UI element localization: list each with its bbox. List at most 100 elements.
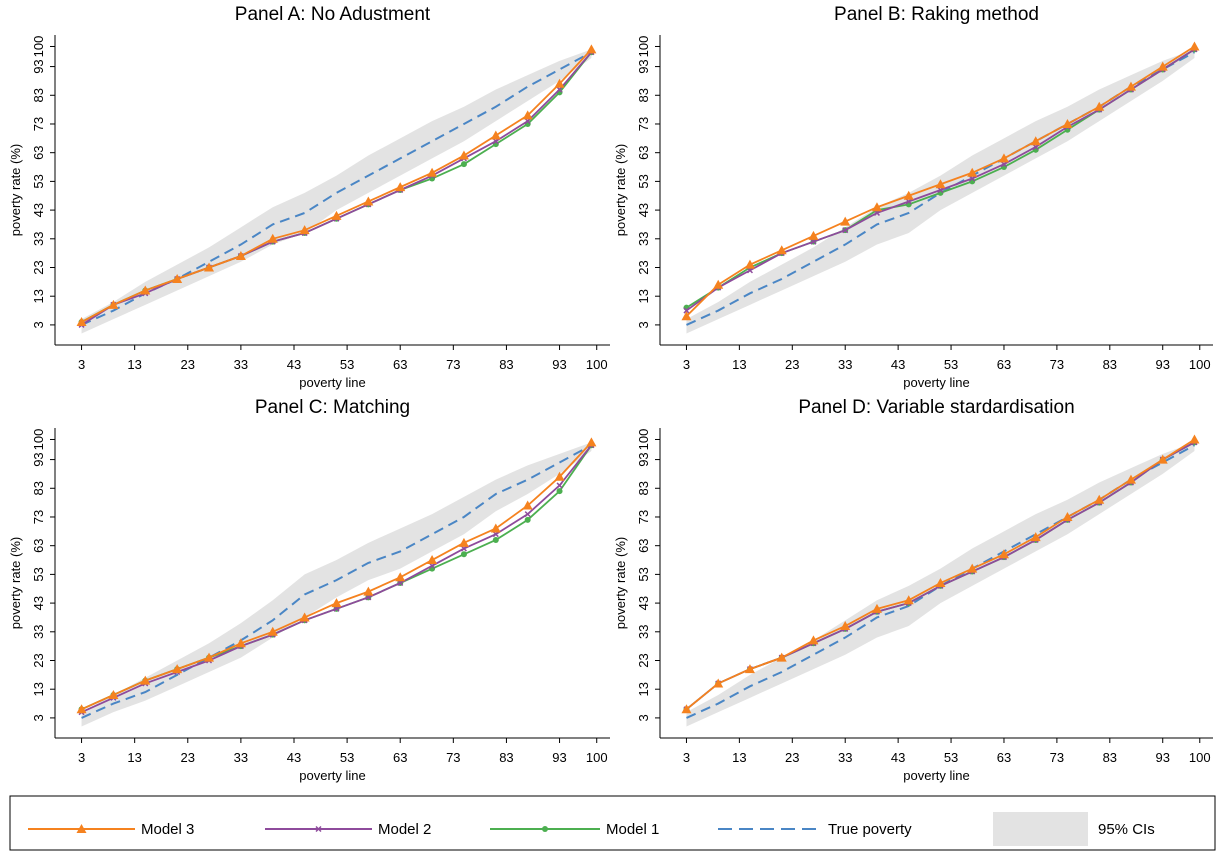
marker	[556, 86, 563, 93]
marker	[429, 562, 436, 569]
marker	[76, 317, 87, 327]
x-tick-label: 43	[891, 357, 905, 372]
x-tick-label: 43	[287, 357, 301, 372]
marker	[1189, 41, 1200, 51]
y-axis-label: poverty rate (%)	[8, 537, 23, 629]
x-tick-label: 93	[1155, 750, 1169, 765]
marker	[998, 549, 1009, 559]
marker	[460, 545, 467, 552]
marker	[492, 138, 499, 145]
panel-title: Panel D: Variable stardardisation	[798, 397, 1074, 418]
marker	[492, 536, 499, 543]
y-tick-label: 53	[636, 567, 651, 581]
ci-band	[81, 49, 592, 334]
y-tick-label: 93	[31, 59, 46, 73]
legend-marker	[76, 824, 87, 833]
y-tick-label: 23	[31, 260, 46, 274]
x-tick-label: 73	[446, 750, 460, 765]
y-tick-label: 3	[636, 321, 651, 328]
marker	[1157, 61, 1168, 71]
marker	[1032, 143, 1039, 150]
x-tick-label: 13	[127, 750, 141, 765]
marker	[395, 182, 406, 192]
x-tick-label: 33	[838, 750, 852, 765]
y-axis-label: poverty rate (%)	[613, 144, 628, 236]
marker	[808, 635, 819, 645]
marker	[937, 186, 944, 194]
legend-marker	[542, 826, 548, 832]
y-tick-label: 73	[31, 117, 46, 131]
marker	[840, 216, 851, 226]
y-tick-label: 43	[636, 203, 651, 217]
x-tick-label: 73	[1050, 750, 1064, 765]
x-tick-label: 33	[234, 750, 248, 765]
marker	[1000, 161, 1008, 168]
marker	[1189, 434, 1200, 444]
legend-label: Model 2	[378, 821, 431, 838]
x-tick-label: 73	[446, 357, 460, 372]
marker	[744, 259, 755, 269]
marker	[1062, 118, 1073, 128]
x-tick-label: 3	[683, 357, 690, 372]
y-tick-label: 100	[636, 36, 651, 58]
marker	[458, 537, 469, 547]
x-tick-label: 100	[1189, 750, 1211, 765]
y-tick-label: 33	[636, 625, 651, 639]
x-tick-label: 23	[785, 750, 799, 765]
x-tick-label: 3	[683, 750, 690, 765]
marker	[681, 311, 692, 321]
y-tick-label: 73	[636, 510, 651, 524]
x-tick-label: 63	[997, 357, 1011, 372]
marker	[903, 190, 914, 200]
y-tick-label: 53	[31, 567, 46, 581]
marker	[460, 551, 467, 558]
x-tick-label: 23	[181, 357, 195, 372]
marker	[522, 110, 533, 120]
x-tick-label: 73	[1050, 357, 1064, 372]
y-tick-label: 83	[31, 88, 46, 102]
marker	[172, 273, 183, 283]
marker	[1062, 511, 1073, 521]
marker	[1157, 454, 1168, 464]
y-tick-label: 3	[636, 714, 651, 721]
y-tick-label: 83	[636, 88, 651, 102]
x-tick-label: 100	[1189, 357, 1211, 372]
x-tick-label: 83	[1103, 357, 1117, 372]
marker	[1030, 136, 1041, 146]
marker	[235, 638, 246, 648]
x-axis-label: poverty line	[299, 375, 365, 390]
y-tick-label: 13	[636, 289, 651, 303]
marker	[842, 227, 849, 234]
marker	[1125, 474, 1136, 484]
marker	[363, 196, 374, 206]
x-tick-label: 93	[552, 750, 566, 765]
y-tick-label: 63	[31, 145, 46, 159]
marker	[556, 488, 563, 495]
panel-title: Panel C: Matching	[255, 397, 410, 418]
marker	[140, 285, 151, 295]
marker	[744, 664, 755, 674]
x-tick-label: 83	[1103, 750, 1117, 765]
ci-band	[81, 442, 592, 727]
marker	[490, 130, 501, 140]
x-tick-label: 93	[1155, 357, 1169, 372]
x-tick-label: 83	[499, 357, 513, 372]
marker	[490, 523, 501, 533]
marker	[713, 678, 724, 688]
y-tick-label: 43	[31, 203, 46, 217]
x-tick-label: 13	[732, 750, 746, 765]
marker	[299, 612, 310, 622]
marker	[427, 555, 438, 565]
marker	[524, 516, 531, 523]
y-tick-label: 73	[636, 117, 651, 131]
marker	[365, 594, 372, 601]
marker	[524, 511, 531, 518]
marker	[1094, 101, 1105, 111]
x-tick-label: 43	[287, 750, 301, 765]
x-tick-label: 100	[586, 750, 608, 765]
x-axis-label: poverty line	[299, 768, 365, 783]
marker	[235, 251, 246, 261]
x-tick-label: 23	[785, 357, 799, 372]
marker	[331, 598, 342, 608]
y-tick-label: 33	[31, 625, 46, 639]
